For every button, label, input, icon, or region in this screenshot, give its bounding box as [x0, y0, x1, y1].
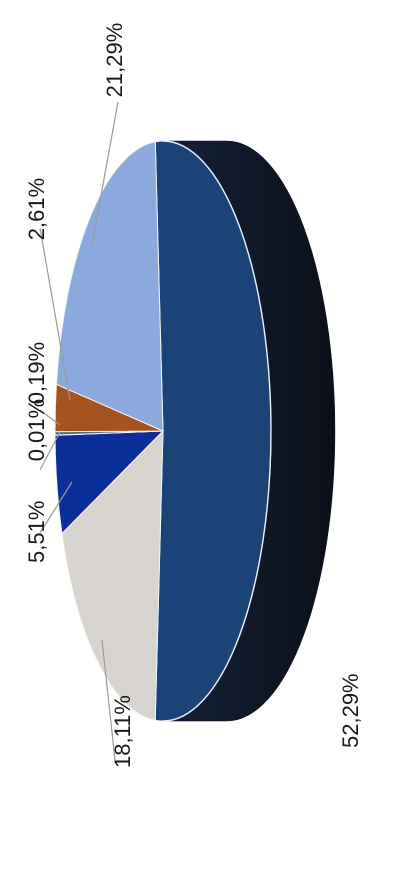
leader-line-1 [101, 639, 116, 761]
slice-label-2: 5,51% [24, 501, 49, 563]
slice-labels: 52,29% 18,11% 5,51% 0,01%0,19% 2,61% 21,29% [24, 23, 363, 768]
slice-label-4: 0,19% [24, 342, 49, 404]
slice-label-0: 52,29% [338, 673, 363, 748]
slice-label-6: 21,29% [102, 23, 127, 98]
leader-line-6 [91, 101, 119, 246]
pie-slice-1 [61, 429, 164, 721]
leader-line-2 [39, 481, 73, 534]
leader-line-3 [39, 431, 61, 471]
pie-slice-6 [55, 141, 164, 432]
pie-top [54, 140, 272, 722]
pie-rim [162, 140, 272, 722]
slice-label-5: 2,61% [24, 178, 49, 240]
leader-line-5 [39, 227, 71, 401]
leader-line-4 [39, 409, 61, 426]
slice-label-3: 0,01% [24, 399, 49, 461]
slice-label-1: 18,11% [110, 695, 135, 768]
leader-lines [39, 101, 119, 761]
